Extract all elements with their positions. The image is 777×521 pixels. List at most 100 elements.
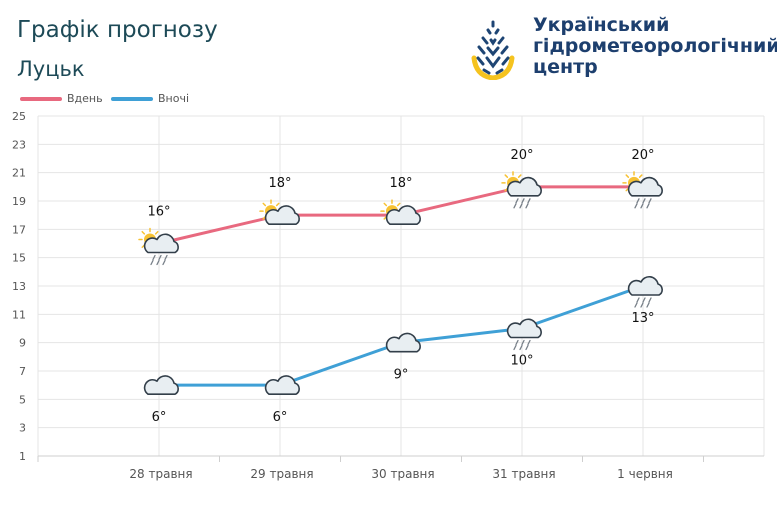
rain-drops bbox=[150, 254, 168, 266]
x-tick-label: 31 травня bbox=[492, 467, 555, 481]
sun-ray bbox=[383, 202, 388, 207]
rain-drop bbox=[521, 339, 525, 346]
data-label-day: 18° bbox=[389, 176, 412, 191]
cloud-shape bbox=[143, 233, 179, 254]
moon-cloud-rain-icon bbox=[506, 315, 542, 351]
logo-line-2: гідрометеорологічний bbox=[533, 35, 777, 57]
y-tick-label: 19 bbox=[12, 195, 26, 208]
x-tick-label: 28 травня bbox=[129, 467, 192, 481]
chart-grid bbox=[37, 115, 765, 462]
cloud-shape bbox=[385, 332, 421, 353]
cloud-shape bbox=[143, 375, 179, 395]
sun-cloud-rain-icon bbox=[622, 171, 663, 209]
rain-drop bbox=[513, 203, 517, 209]
y-tick-label: 15 bbox=[12, 252, 26, 265]
logo-line-3: центр bbox=[533, 56, 598, 78]
page-title: Графік прогнозу bbox=[17, 17, 218, 43]
data-label-night: 10° bbox=[510, 354, 533, 369]
data-label-day: 16° bbox=[147, 205, 170, 220]
y-tick-label: 5 bbox=[19, 393, 26, 406]
rain-drop bbox=[152, 254, 156, 261]
data-label-night: 6° bbox=[152, 410, 167, 425]
rain-drop bbox=[162, 259, 166, 266]
rain-drop bbox=[636, 198, 640, 204]
cloud-shape bbox=[264, 375, 300, 395]
x-tick-label: 30 травня bbox=[371, 467, 434, 481]
sun-ray bbox=[504, 174, 509, 178]
sun-ray bbox=[141, 230, 146, 235]
logo-line-1: Український bbox=[533, 14, 670, 36]
sun-ray bbox=[154, 230, 159, 235]
data-label-day: 18° bbox=[268, 176, 291, 191]
y-tick-label: 23 bbox=[12, 138, 26, 151]
rain-drop bbox=[636, 297, 640, 303]
sun-ray bbox=[396, 202, 401, 207]
y-tick-label: 9 bbox=[19, 337, 26, 350]
rain-drop bbox=[634, 203, 638, 209]
legend-label-night: Вночі bbox=[158, 92, 190, 105]
cloud-shape bbox=[627, 176, 663, 197]
cloud-shape bbox=[506, 318, 542, 339]
cloud-shape bbox=[385, 205, 421, 225]
rain-drop bbox=[648, 198, 652, 204]
city-name: Луцьк bbox=[17, 57, 85, 81]
rain-drops bbox=[513, 339, 531, 351]
data-label-night: 9° bbox=[394, 368, 409, 383]
cloud-shape bbox=[264, 205, 300, 225]
rain-drop bbox=[515, 339, 519, 346]
y-tick-label: 17 bbox=[12, 223, 26, 236]
data-label-day: 20° bbox=[631, 148, 654, 163]
logo-drop-icon bbox=[471, 20, 515, 80]
rain-drops bbox=[513, 198, 531, 209]
sun-cloud-rain-icon bbox=[138, 227, 179, 266]
rain-drop bbox=[527, 339, 531, 346]
data-label-night: 6° bbox=[273, 410, 288, 425]
moon-cloud-icon bbox=[143, 372, 179, 395]
cloud-shape bbox=[627, 276, 663, 296]
y-tick-label: 21 bbox=[12, 167, 26, 180]
rain-drop bbox=[634, 302, 638, 308]
rain-drop bbox=[642, 297, 646, 303]
legend-item-day[interactable]: Вдень bbox=[20, 92, 103, 105]
rain-drop bbox=[525, 203, 529, 209]
rain-drop bbox=[164, 254, 168, 261]
sun-cloud-icon bbox=[380, 199, 421, 225]
rain-drop bbox=[158, 254, 162, 261]
rain-drop bbox=[156, 259, 160, 266]
legend-item-night[interactable]: Вночі bbox=[111, 92, 189, 105]
rain-drop bbox=[519, 344, 523, 351]
sun-cloud-icon bbox=[259, 199, 300, 225]
rain-drop bbox=[646, 302, 650, 308]
sun-ray bbox=[625, 174, 630, 178]
data-label-day: 20° bbox=[510, 148, 533, 163]
x-tick-label: 1 червня bbox=[617, 467, 673, 481]
sun-ray bbox=[517, 174, 522, 178]
sun-cloud-rain-icon bbox=[501, 171, 542, 209]
rain-drop bbox=[525, 344, 529, 351]
y-tick-label: 13 bbox=[12, 280, 26, 293]
legend-label-day: Вдень bbox=[67, 92, 103, 105]
cloud-shape bbox=[506, 176, 542, 197]
rain-drop bbox=[527, 198, 531, 204]
logo-text: Український гідрометеорологічний центр bbox=[533, 15, 777, 78]
rain-drop bbox=[642, 198, 646, 204]
rain-drop bbox=[640, 302, 644, 308]
rain-drop bbox=[519, 203, 523, 209]
rain-drop bbox=[521, 198, 525, 204]
rain-drop bbox=[648, 297, 652, 303]
rain-drop bbox=[150, 259, 154, 266]
legend-swatch-night bbox=[111, 97, 153, 101]
y-tick-label: 1 bbox=[19, 450, 26, 463]
y-tick-label: 3 bbox=[19, 422, 26, 435]
y-tick-label: 25 bbox=[12, 110, 26, 123]
sun-ray bbox=[275, 202, 280, 207]
sun-ray bbox=[638, 174, 643, 178]
rain-drop bbox=[640, 203, 644, 209]
moon-cloud-icon bbox=[264, 372, 300, 395]
legend-swatch-day bbox=[20, 97, 62, 101]
rain-drop bbox=[646, 203, 650, 209]
y-tick-label: 11 bbox=[12, 308, 26, 321]
rain-drop bbox=[515, 198, 519, 204]
sun-ray bbox=[262, 202, 267, 207]
